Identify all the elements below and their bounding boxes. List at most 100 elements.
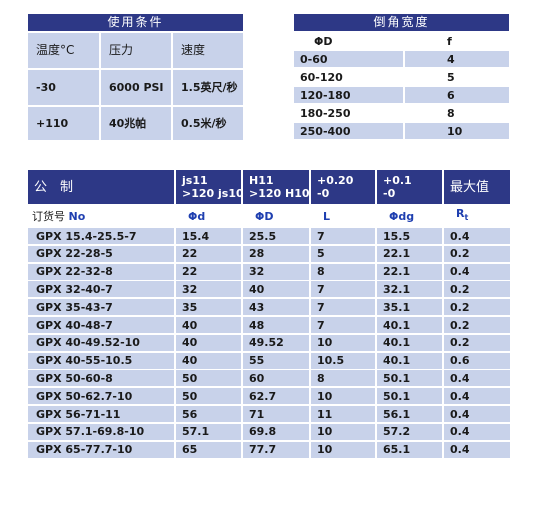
- data-cell: 71: [243, 406, 309, 422]
- cell-text: 7: [317, 282, 325, 296]
- sub-header-line: Rt: [456, 207, 510, 224]
- data-cell: 10: [311, 334, 375, 351]
- data-cell: 0.5米/秒: [173, 107, 243, 140]
- cell-text: 7: [317, 300, 325, 314]
- cell-text: 0.2: [450, 336, 470, 350]
- cell-text: 40: [249, 282, 265, 296]
- data-cell: +110: [28, 107, 99, 140]
- data-cell: 32.1: [377, 281, 442, 298]
- table-title: 使用条件: [107, 15, 164, 29]
- data-cell: 28: [243, 245, 309, 262]
- column-header: 公 制: [28, 170, 174, 204]
- data-cell: 0.4: [444, 263, 510, 280]
- cell-text: 40.1: [383, 354, 411, 368]
- cell-text: GPX 40-48-7: [36, 318, 113, 332]
- sub-header-text: Φdg: [389, 209, 415, 223]
- column-header: 最大值: [444, 170, 510, 204]
- header-line: 温度°C: [36, 44, 99, 57]
- sub-header: ΦD: [243, 206, 309, 226]
- column-header: ΦD: [294, 33, 403, 49]
- sub-header-line: ΦD: [255, 210, 309, 223]
- cell-text: 0.4: [450, 265, 470, 279]
- cell-text: 22.1: [383, 247, 411, 261]
- sub-header: L: [311, 206, 375, 226]
- sub-header: Rt: [444, 206, 510, 226]
- cell-text: GPX 40-55-10.5: [36, 354, 133, 368]
- data-cell: GPX 22-32-8: [28, 263, 174, 280]
- cell-text: 22.1: [383, 265, 411, 279]
- data-cell: 40: [176, 352, 241, 369]
- header-text: 最大值: [450, 179, 490, 195]
- column-header: 压力: [101, 33, 171, 68]
- data-cell: 0.2: [444, 317, 510, 333]
- cell-text: 65.1: [383, 443, 411, 457]
- data-cell: 0.4: [444, 388, 510, 405]
- data-cell: -30: [28, 70, 99, 105]
- header-text: f: [447, 34, 452, 48]
- cell-text: GPX 15.4-25.5-7: [36, 229, 137, 243]
- cell-text: 0.4: [450, 229, 470, 243]
- cell-text: 25.5: [249, 229, 277, 243]
- cell-text: 40: [182, 318, 198, 332]
- cell-text: 250-400: [300, 124, 351, 138]
- cell-text: 0.4: [450, 443, 470, 457]
- data-cell: 10.5: [311, 352, 375, 369]
- cell-text: GPX 56-71-11: [36, 407, 121, 421]
- cell-text: 50.1: [383, 371, 411, 385]
- cell-text: 50.1: [383, 389, 411, 403]
- sub-header-text: L: [323, 209, 331, 223]
- cell-text: 6000 PSI: [109, 81, 164, 94]
- data-cell: 10: [311, 388, 375, 405]
- header-text: -0: [317, 187, 330, 200]
- cell-text: 22: [182, 265, 198, 279]
- data-cell: GPX 15.4-25.5-7: [28, 228, 174, 244]
- header-line: 最大值: [450, 181, 510, 194]
- data-cell: 15.4: [176, 228, 241, 244]
- cell-text: 56.1: [383, 407, 411, 421]
- data-cell: GPX 56-71-11: [28, 406, 174, 422]
- cell-text: 6: [447, 88, 455, 102]
- data-cell: 6000 PSI: [101, 70, 171, 105]
- cell-text: 43: [249, 300, 265, 314]
- header-line: +0.1: [383, 174, 442, 187]
- cell-text: 60-120: [300, 70, 343, 84]
- cell-text: 0.2: [450, 247, 470, 261]
- data-cell: 7: [311, 281, 375, 298]
- header-text: ΦD: [314, 34, 333, 48]
- cell-text: 15.4: [182, 229, 210, 243]
- header-text: 公 制: [34, 179, 74, 195]
- cell-text: 57.1: [182, 425, 210, 439]
- cell-text: 1.5英尺/秒: [181, 81, 238, 94]
- header-line: >120 js10: [182, 187, 244, 200]
- cell-text: 0.4: [450, 407, 470, 421]
- sub-header-line: Φd: [188, 210, 241, 223]
- cell-text: GPX 22-32-8: [36, 265, 113, 279]
- cell-text: 50: [182, 389, 198, 403]
- data-cell: 22: [176, 263, 241, 280]
- cell-text: 22: [182, 247, 198, 261]
- cell-text: 40兆帕: [109, 117, 147, 130]
- cell-text: 77.7: [249, 443, 277, 457]
- header-text: js11: [182, 174, 208, 187]
- data-cell: GPX 32-40-7: [28, 281, 174, 298]
- data-cell: 7: [311, 299, 375, 316]
- cell-text: 0.5米/秒: [181, 117, 227, 130]
- data-cell: GPX 35-43-7: [28, 299, 174, 316]
- data-cell: 0.4: [444, 406, 510, 422]
- cell-text: 0.4: [450, 389, 470, 403]
- cell-text: 32: [182, 282, 198, 296]
- cell-text: GPX 50-62.7-10: [36, 389, 133, 403]
- cell-text: 62.7: [249, 389, 277, 403]
- header-line: 速度: [181, 44, 243, 57]
- cell-text: 56: [182, 407, 198, 421]
- data-cell: GPX 40-49.52-10: [28, 334, 174, 351]
- cell-text: 10: [317, 443, 333, 457]
- cell-text: +110: [36, 117, 69, 130]
- header-line: 公 制: [34, 181, 174, 194]
- data-cell: 0.4: [444, 441, 510, 458]
- sub-header-line: 订货号 No: [32, 210, 174, 223]
- data-cell: GPX 50-62.7-10: [28, 388, 174, 405]
- table-title: 倒角宽度: [373, 15, 430, 29]
- sub-header-text: No: [68, 209, 86, 223]
- data-cell: 35: [176, 299, 241, 316]
